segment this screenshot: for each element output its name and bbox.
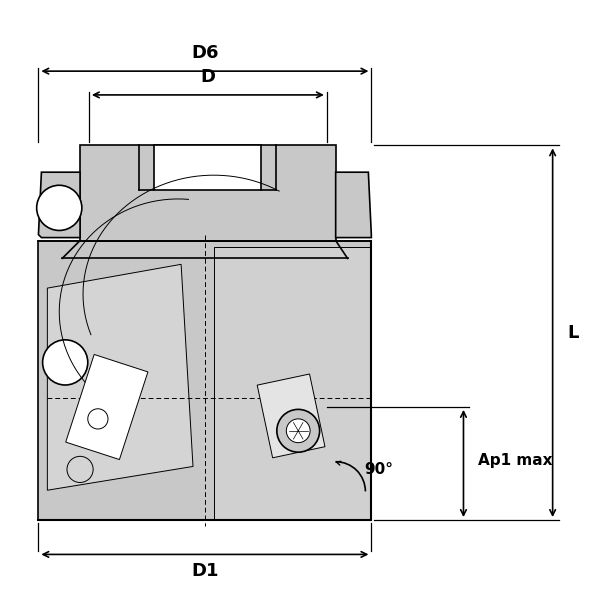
- Text: 90°: 90°: [364, 462, 393, 477]
- Circle shape: [43, 340, 88, 385]
- Text: D: D: [200, 68, 215, 86]
- Text: D6: D6: [191, 44, 218, 62]
- Circle shape: [88, 409, 108, 429]
- Polygon shape: [154, 145, 262, 190]
- Circle shape: [37, 185, 82, 230]
- Text: Ap1 max: Ap1 max: [478, 453, 553, 468]
- Polygon shape: [38, 172, 80, 238]
- Polygon shape: [66, 355, 148, 460]
- Text: D1: D1: [191, 562, 218, 580]
- Polygon shape: [214, 247, 371, 520]
- Circle shape: [67, 457, 93, 482]
- Polygon shape: [257, 374, 325, 458]
- Circle shape: [277, 409, 320, 452]
- Circle shape: [286, 419, 310, 443]
- Polygon shape: [80, 145, 335, 241]
- Polygon shape: [47, 265, 193, 490]
- Polygon shape: [335, 172, 371, 238]
- Text: L: L: [568, 323, 579, 341]
- Polygon shape: [38, 241, 371, 520]
